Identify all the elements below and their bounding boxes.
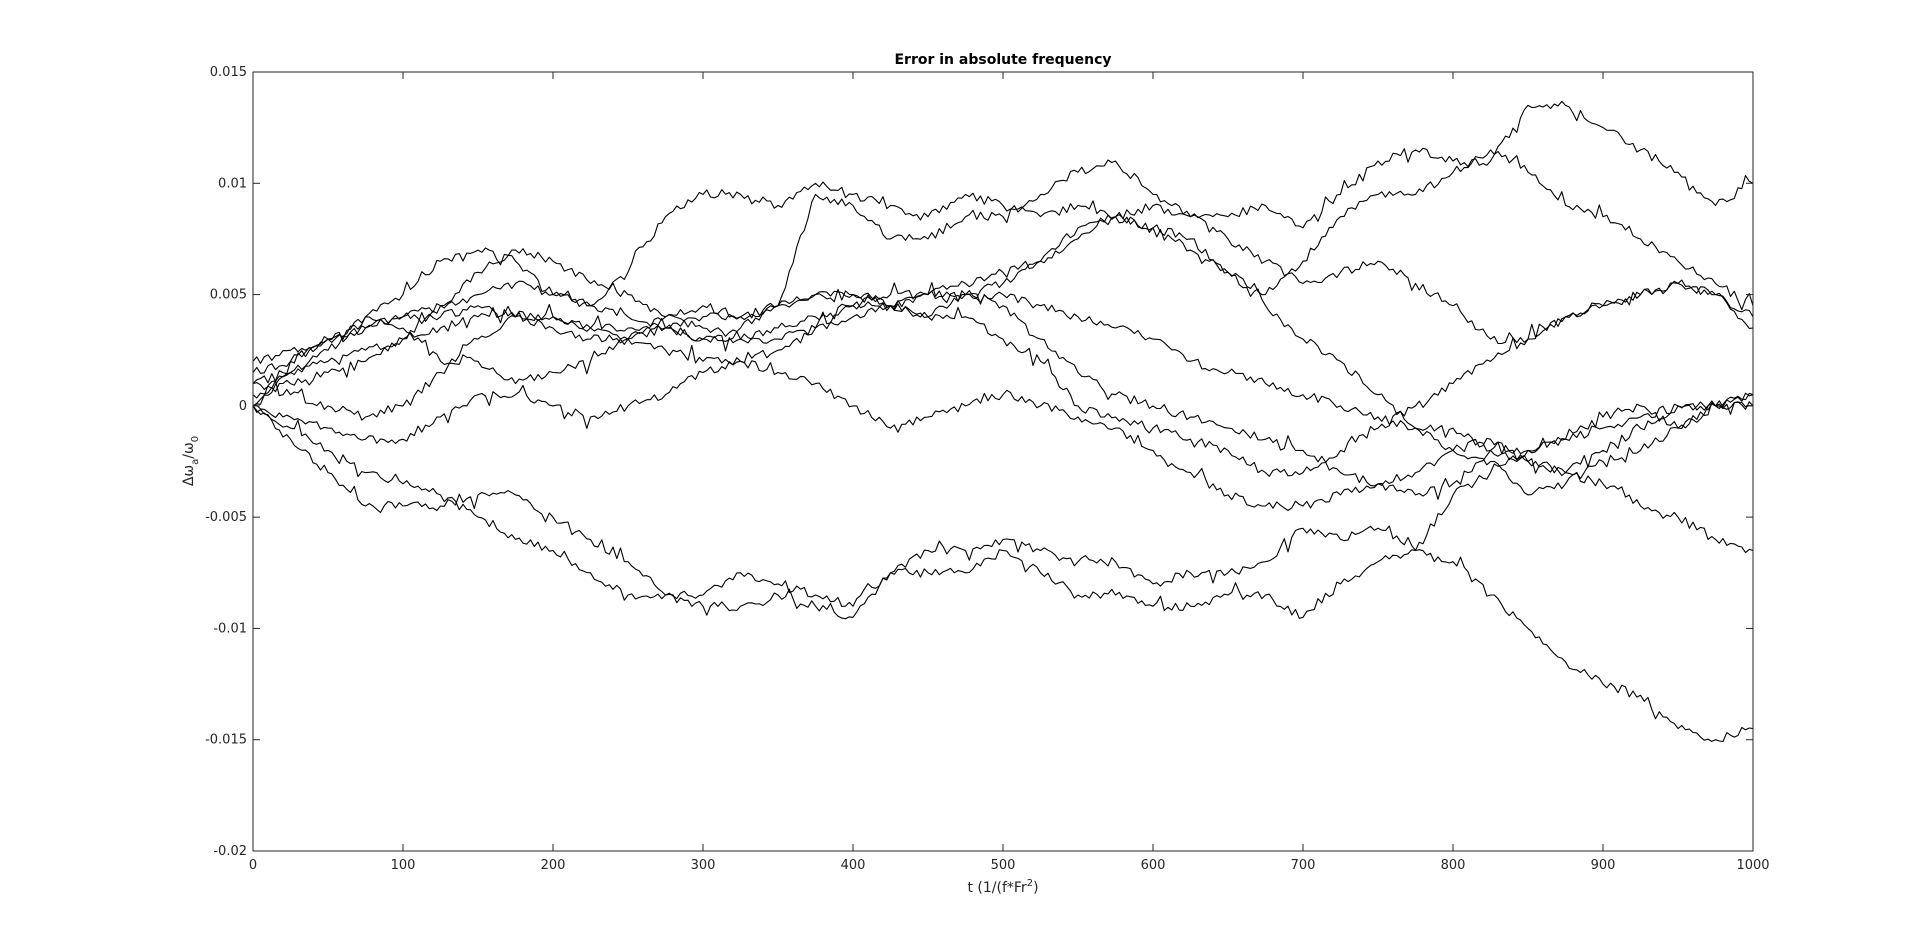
- series-line-run-6: [252, 149, 1754, 385]
- series-line-run-5: [252, 100, 1754, 399]
- y-tick-label: 0.005: [210, 288, 247, 303]
- series-line-run-4: [252, 181, 1754, 496]
- x-tick-label: 0: [249, 858, 257, 873]
- series-line-run-10: [252, 360, 1754, 512]
- x-tick-label: 100: [391, 858, 416, 873]
- series-line-run-9: [252, 290, 1754, 500]
- x-tick-label: 200: [541, 858, 566, 873]
- x-tick-label: 400: [841, 858, 866, 873]
- x-tick-label: 300: [691, 858, 716, 873]
- y-tick-label: -0.005: [205, 510, 247, 525]
- y-tick-label: -0.01: [213, 621, 247, 636]
- axes-box: [252, 71, 1754, 852]
- ticks-layer: 0 100 200 300 400 500 600 700 800 900 1000 -0.02 -0.…: [205, 65, 1769, 873]
- series-line-run-7: [252, 203, 1754, 364]
- y-tick-label: 0.01: [218, 176, 247, 191]
- y-tick-label: 0.015: [210, 65, 247, 80]
- series-line-run-2: [252, 405, 1754, 743]
- series-layer: [252, 100, 1754, 743]
- x-tick-label: 700: [1291, 858, 1316, 873]
- x-tick-label: 600: [1141, 858, 1166, 873]
- y-axis-label: Δωa/ω0: [181, 436, 201, 486]
- y-tick-label: 0: [239, 399, 247, 414]
- series-line-run-3: [252, 392, 1754, 620]
- x-axis-label: t (1/(f*Fr2): [967, 878, 1038, 896]
- x-tick-label: 1000: [1736, 858, 1769, 873]
- x-tick-label: 800: [1441, 858, 1466, 873]
- x-tick-label: 500: [991, 858, 1016, 873]
- chart-title: Error in absolute frequency: [894, 52, 1111, 68]
- x-tick-label: 900: [1591, 858, 1616, 873]
- y-tick-label: -0.015: [205, 733, 247, 748]
- series-line-run-8: [252, 279, 1754, 477]
- y-tick-label: -0.02: [213, 844, 247, 859]
- plot-area: [253, 72, 1753, 851]
